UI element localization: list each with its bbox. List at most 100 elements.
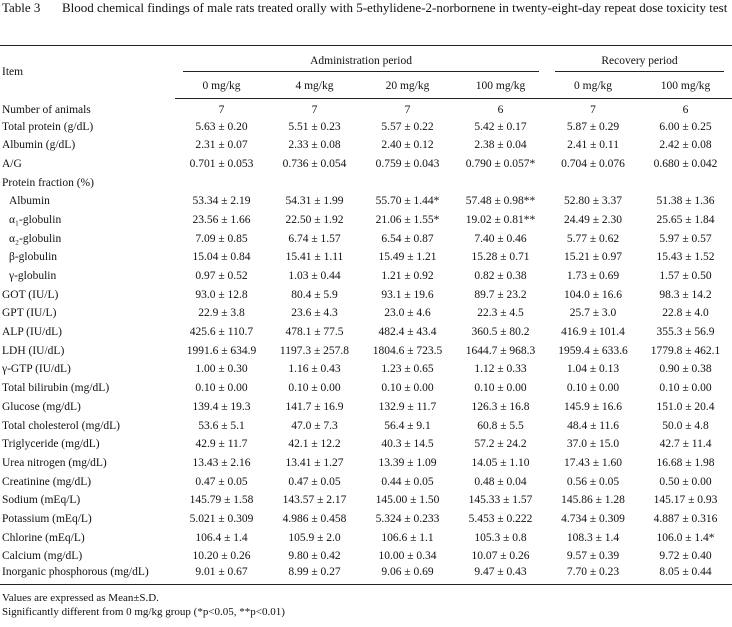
cell-value: 1959.4 ± 633.6 [558,344,628,357]
table-row: ALP (IU/dL) 425.6 ± 110.7 478.1 ± 77.5 482.… [0,323,732,342]
table-title: Table 3 Blood chemical findings of male … [0,0,732,41]
footnote: Significantly different from 0 mg/kg gro… [2,605,285,618]
cell-value: 108.3 ± 1.4 [566,531,620,544]
cell-value: 42.7 ± 11.4 [659,438,712,451]
table-row: Chlorine (mEq/L) 106.4 ± 1.4 105.9 ± 2.0 10… [0,528,732,547]
cell-value: 425.6 ± 110.7 [189,326,254,339]
cell-value: 7 [404,104,411,117]
table-row: Number of animals 7 7 7 6 7 6 [0,99,732,118]
table-row: Total protein (g/dL) 5.63 ± 0.20 5.51 ± 0.… [0,117,732,136]
cell-empty [175,173,268,192]
cell-value: 7 [311,104,318,117]
cell-value: 15.43 ± 1.52 [656,251,715,264]
cell-value: 2.42 ± 0.08 [659,139,712,152]
table-row: Creatinine (mg/dL) 0.47 ± 0.05 0.47 ± 0.05… [0,472,732,491]
cell-value: 60.8 ± 5.5 [477,419,524,432]
cell-value: 14.05 ± 1.10 [471,456,530,469]
row-label: Albumin [9,195,50,208]
row-label: β-globulin [9,251,58,264]
cell-value: 25.65 ± 1.84 [656,213,715,226]
cell-value: 2.38 ± 0.04 [474,139,527,152]
cell-value: 7.70 ± 0.23 [566,566,620,579]
cell-value: 55.70 ± 1.44* [375,195,440,208]
cell-value: 54.31 ± 1.99 [285,195,344,208]
footnote: Values are expressed as Mean±S.D. [2,591,159,604]
cell-value: 10.07 ± 0.26 [471,550,530,563]
cell-value: 0.50 ± 0.00 [659,475,712,488]
row-label: Potassium (mEq/L) [2,512,92,525]
cell-value: 105.3 ± 0.8 [474,531,527,544]
table-row: Albumin (g/dL) 2.31 ± 0.07 2.33 ± 0.08 2.40… [0,136,732,155]
cell-value: 106.0 ± 1.4* [656,531,715,544]
row-label: γ-globulin [9,270,57,283]
table-row: Albumin 53.34 ± 2.19 54.31 ± 1.99 55.70 ± 1… [0,192,732,211]
row-label: Albumin (g/dL) [2,139,76,152]
dose-header: 100 mg/kg [639,74,732,99]
cell-value: 0.44 ± 0.05 [381,475,434,488]
table-row: β-globulin 15.04 ± 0.84 15.41 ± 1.11 15.49 … [0,248,732,267]
cell-value: 0.56 ± 0.05 [566,475,620,488]
cell-value: 145.00 ± 1.50 [375,494,440,507]
row-label: γ-GTP (IU/dL) [2,363,71,376]
dose-header: 20 mg/kg [361,74,454,99]
cell-value: 0.10 ± 0.00 [474,382,527,395]
cell-value: 22.8 ± 4.0 [662,307,709,320]
cell-value: 1.03 ± 0.44 [288,270,341,283]
row-label: GPT (IU/L) [2,307,57,320]
row-label: Protein fraction (%) [2,176,94,189]
cell-value: 5.324 ± 0.233 [375,512,440,525]
cell-value: 80.4 ± 5.9 [291,288,338,301]
cell-value: 2.31 ± 0.07 [195,139,248,152]
cell-value: 0.82 ± 0.38 [474,270,527,283]
cell-value: 9.01 ± 0.67 [195,566,248,579]
cell-value: 0.47 ± 0.05 [288,475,341,488]
cell-value: 4.986 ± 0.458 [282,512,347,525]
row-label: LDH (IU/dL) [2,344,65,357]
group-header: Administration period [175,46,547,75]
table-row: γ-globulin 0.97 ± 0.52 1.03 ± 0.44 1.21 ± 0… [0,267,732,286]
cell-value: 5.021 ± 0.309 [189,512,254,525]
cell-value: 9.57 ± 0.39 [566,550,620,563]
cell-value: 0.704 ± 0.076 [561,157,625,170]
table-row: Glucose (mg/dL) 139.4 ± 19.3 141.7 ± 16.9 1… [0,398,732,417]
cell-value: 37.0 ± 15.0 [566,438,620,451]
cell-value: 104.0 ± 16.6 [563,288,623,301]
cell-value: 145.9 ± 16.6 [563,400,623,413]
table-row: Protein fraction (%) [0,173,732,192]
cell-value: 8.99 ± 0.27 [288,566,341,579]
cell-value: 0.680 ± 0.042 [653,157,718,170]
cell-empty [268,173,361,192]
cell-value: 5.87 ± 0.29 [566,120,620,133]
cell-value: 25.7 ± 3.0 [569,307,617,320]
row-label: Calcium (mg/dL) [2,550,83,563]
row-label: Creatinine (mg/dL) [2,475,92,488]
cell-value: 5.51 ± 0.23 [288,120,341,133]
cell-value: 57.48 ± 0.98** [465,195,536,208]
cell-value: 1.21 ± 0.92 [381,270,434,283]
cell-value: 22.3 ± 4.5 [477,307,524,320]
cell-value: 10.20 ± 0.26 [192,550,251,563]
cell-value: 141.7 ± 16.9 [285,400,344,413]
cell-value: 1.12 ± 0.33 [474,363,527,376]
row-label: ALP (IU/dL) [2,326,62,339]
cell-value: 57.2 ± 24.2 [474,438,527,451]
cell-value: 6 [497,104,504,117]
dose-header: 0 mg/kg [547,74,640,99]
cell-value: 105.9 ± 2.0 [288,531,341,544]
cell-value: 145.33 ± 1.57 [468,494,533,507]
row-label: α₁-globulin [9,213,62,226]
cell-value: 15.49 ± 1.21 [378,251,437,264]
cell-value: 93.0 ± 12.8 [195,288,248,301]
table-row: LDH (IU/dL) 1991.6 ± 634.9 1197.3 ± 257.8 1… [0,341,732,360]
cell-value: 5.63 ± 0.20 [195,120,248,133]
row-label: Chlorine (mEq/L) [2,531,85,544]
footnotes: Values are expressed as Mean±S.D. Signif… [0,585,732,619]
cell-value: 1991.6 ± 634.9 [186,344,257,357]
cell-value: 7.09 ± 0.85 [195,232,248,245]
cell-value: 6.54 ± 0.87 [381,232,434,245]
data-table: Item Administration period Recovery peri… [0,45,732,585]
cell-value: 9.47 ± 0.43 [474,566,527,579]
cell-value: 17.43 ± 1.60 [563,456,623,469]
cell-value: 1644.7 ± 968.3 [465,344,536,357]
cell-value: 106.6 ± 1.1 [381,531,434,544]
